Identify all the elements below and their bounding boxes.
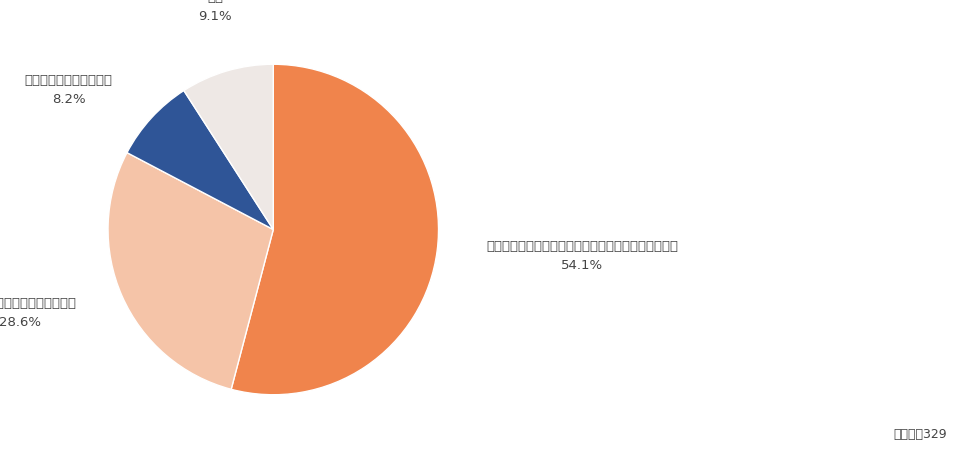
Wedge shape [231, 64, 438, 395]
Wedge shape [108, 153, 273, 389]
Wedge shape [127, 90, 273, 230]
Text: 条件に合うものがあれば、積極的にアルバイトしたい
54.1%: 条件に合うものがあれば、積極的にアルバイトしたい 54.1% [486, 240, 678, 272]
Wedge shape [183, 64, 273, 230]
Text: 回答数：329: 回答数：329 [893, 428, 947, 441]
Text: 未定
9.1%: 未定 9.1% [198, 0, 232, 23]
Text: しばらく様子を見て検討したい
28.6%: しばらく様子を見て検討したい 28.6% [0, 297, 76, 329]
Text: アルバイトはしない予定
8.2%: アルバイトはしない予定 8.2% [24, 74, 112, 106]
